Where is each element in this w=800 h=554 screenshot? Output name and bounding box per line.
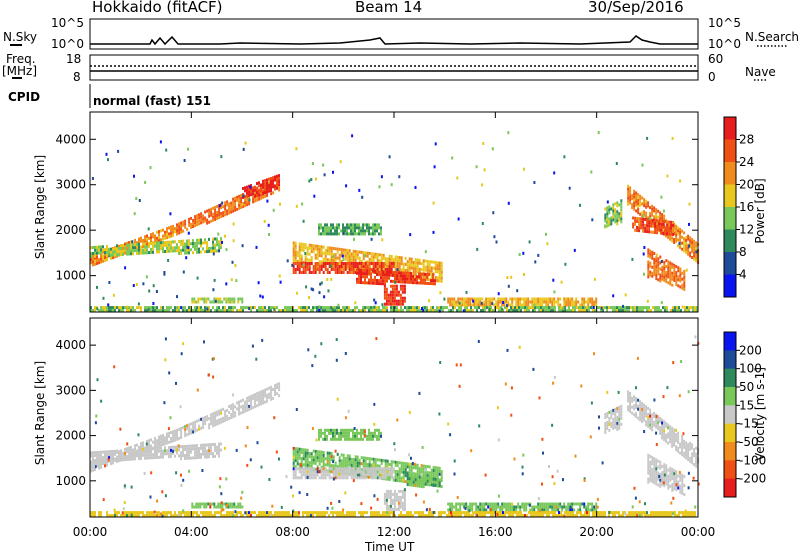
x-tick-label: 16:00 bbox=[478, 525, 513, 539]
cpid-value: normal (fast) 151 bbox=[93, 94, 211, 108]
x-tick-label: 20:00 bbox=[579, 525, 614, 539]
colorbar-tick-label: 24 bbox=[739, 155, 754, 169]
colorbar-segment bbox=[724, 117, 736, 140]
x-tick-label: 08:00 bbox=[275, 525, 310, 539]
y-tick-label: 1000 bbox=[55, 474, 86, 488]
station-title: Hokkaido (fitACF) bbox=[92, 0, 223, 16]
echo-region bbox=[292, 262, 395, 274]
date-title: 30/Sep/2016 bbox=[588, 0, 684, 16]
noise-panel-frame bbox=[89, 18, 699, 50]
colorbar-segment bbox=[724, 442, 736, 461]
echo-region bbox=[356, 268, 436, 286]
colorbar-segment bbox=[724, 252, 736, 275]
beam-title: Beam 14 bbox=[355, 0, 423, 16]
colorbar-segment bbox=[724, 478, 736, 498]
colorbar-segment bbox=[724, 405, 736, 425]
colorbar-segment bbox=[724, 139, 736, 163]
y-tick-label: 1000 bbox=[55, 269, 86, 283]
y-tick-label: 3000 bbox=[55, 383, 86, 397]
freq-panel-frame bbox=[89, 54, 699, 81]
nsky-label: N.Sky bbox=[3, 30, 38, 44]
colorbar-tick-label: 20 bbox=[739, 178, 754, 192]
echo-region bbox=[604, 199, 623, 229]
velocity-panel bbox=[90, 335, 700, 518]
echo-region bbox=[292, 467, 395, 480]
nsky-tick-high: 10^5 bbox=[51, 16, 84, 30]
echo-region bbox=[604, 404, 623, 434]
echo-region bbox=[447, 297, 598, 307]
colorbar-tick-label: 100 bbox=[739, 362, 762, 376]
echo-region bbox=[383, 284, 406, 306]
nave-label: Nave bbox=[745, 65, 776, 79]
x-axis-label: Time UT bbox=[365, 540, 415, 554]
nsearch-tick-high: 10^5 bbox=[708, 16, 741, 30]
colorbar-tick-label: 15 bbox=[739, 398, 754, 412]
echo-region bbox=[90, 442, 222, 464]
freq-label: Freq. bbox=[6, 52, 36, 66]
colorbar-segment bbox=[724, 368, 736, 388]
echo-region bbox=[242, 174, 280, 199]
speckle-noise bbox=[94, 335, 700, 518]
colorbar-tick-label: -15 bbox=[739, 417, 759, 431]
colorbar-tick-label: 8 bbox=[739, 245, 747, 259]
colorbar-segment bbox=[724, 184, 736, 208]
y-tick-label: 3000 bbox=[55, 178, 86, 192]
echo-region bbox=[632, 216, 675, 236]
y-tick-label: 4000 bbox=[55, 132, 86, 146]
x-tick-label: 00:00 bbox=[73, 525, 108, 539]
speckle-noise bbox=[91, 131, 698, 313]
x-tick-label: 00:00 bbox=[681, 525, 716, 539]
colorbar-segment bbox=[724, 423, 736, 443]
colorbar-segment bbox=[724, 387, 736, 406]
echo-region bbox=[191, 502, 244, 509]
x-tick-label: 04:00 bbox=[174, 525, 209, 539]
colorbar-segment bbox=[724, 460, 736, 480]
echo-region bbox=[383, 489, 406, 511]
y-tick-label: 2000 bbox=[55, 429, 86, 443]
power-panel bbox=[90, 131, 700, 313]
nsky-trace bbox=[90, 35, 698, 46]
echo-region bbox=[318, 428, 382, 441]
nsearch-tick-low: 10^0 bbox=[708, 37, 741, 51]
colorbar-segment bbox=[724, 332, 736, 351]
echo-region bbox=[627, 390, 700, 468]
echo-region bbox=[176, 382, 281, 441]
colorbar-frame bbox=[723, 331, 737, 498]
nsky-tick-low: 10^0 bbox=[51, 37, 84, 51]
colorbar-tick-label: 4 bbox=[739, 268, 747, 282]
colorbar-segment bbox=[724, 162, 736, 185]
echo-region bbox=[318, 223, 382, 236]
x-tick-label: 12:00 bbox=[377, 525, 412, 539]
colorbar-segment bbox=[724, 229, 736, 253]
colorbar-tick-label: 28 bbox=[739, 133, 754, 147]
echo-region bbox=[191, 297, 244, 304]
freq-tick-high: 18 bbox=[66, 52, 82, 66]
echo-region bbox=[90, 237, 222, 259]
freq-unit-label: [MHz] bbox=[2, 64, 38, 78]
colorbar-tick-label: 50 bbox=[739, 380, 754, 394]
power-colorbar: 4 8 12 16 20 24 28 bbox=[723, 116, 754, 298]
velocity-colorbar: 200 100 50 15 -15 -50 -100 -200 bbox=[723, 331, 766, 498]
nave-tick-low: 0 bbox=[708, 70, 716, 84]
nave-tick-high: 60 bbox=[708, 52, 724, 66]
colorbar-tick-label: 12 bbox=[739, 223, 754, 237]
echo-region bbox=[406, 474, 441, 489]
colorbar-segment bbox=[724, 350, 736, 370]
colorbar-tick-label: -50 bbox=[739, 435, 759, 449]
colorbar-tick-label: 200 bbox=[739, 343, 762, 357]
y-tick-label: 4000 bbox=[55, 338, 86, 352]
cpid-label: CPID bbox=[8, 90, 41, 104]
echo-region bbox=[647, 453, 686, 497]
nsearch-label: N.Search bbox=[745, 30, 800, 44]
colorbar-segment bbox=[724, 274, 736, 298]
colorbar-tick-label: 16 bbox=[739, 200, 754, 214]
echo-region bbox=[647, 248, 686, 291]
colorbar-tick-label: -100 bbox=[739, 453, 766, 467]
echo-region bbox=[90, 511, 696, 518]
freq-tick-low: 8 bbox=[73, 70, 81, 84]
colorbar-segment bbox=[724, 207, 736, 230]
y-tick-label: 2000 bbox=[55, 223, 86, 237]
colorbar-tick-label: -200 bbox=[739, 472, 766, 486]
